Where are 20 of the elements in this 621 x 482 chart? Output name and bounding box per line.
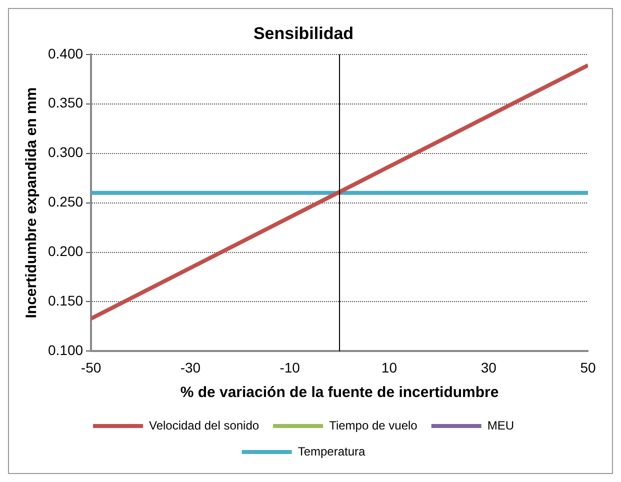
legend-label: MEU bbox=[487, 418, 514, 432]
y-tick-label: 0.400 bbox=[48, 45, 84, 62]
x-tick-label: 30 bbox=[480, 359, 497, 376]
chart-title: Sensibilidad bbox=[253, 24, 354, 43]
legend-label: Velocidad del sonido bbox=[148, 418, 260, 432]
x-tick-label: -30 bbox=[180, 359, 201, 376]
x-tick-label: 10 bbox=[381, 359, 398, 376]
legend-label: Temperatura bbox=[298, 444, 366, 458]
y-tick-label: 0.200 bbox=[48, 243, 84, 260]
y-tick-label: 0.100 bbox=[48, 342, 84, 358]
x-tick-label: -10 bbox=[280, 359, 300, 376]
y-tick-label: 0.150 bbox=[48, 292, 84, 309]
legend-label: Tiempo de vuelo bbox=[329, 418, 418, 432]
y-tick-label: 0.250 bbox=[48, 194, 84, 210]
y-tick-label: 0.350 bbox=[48, 94, 84, 111]
x-tick-label: -50 bbox=[80, 359, 102, 376]
y-tick-label: 0.300 bbox=[48, 144, 84, 160]
x-tick-label: 50 bbox=[580, 359, 596, 376]
y-axis-title: Incertidumbre expandida en mm bbox=[23, 87, 40, 318]
x-axis-title: % de variación de la fuente de incertidumbre bbox=[180, 384, 499, 402]
